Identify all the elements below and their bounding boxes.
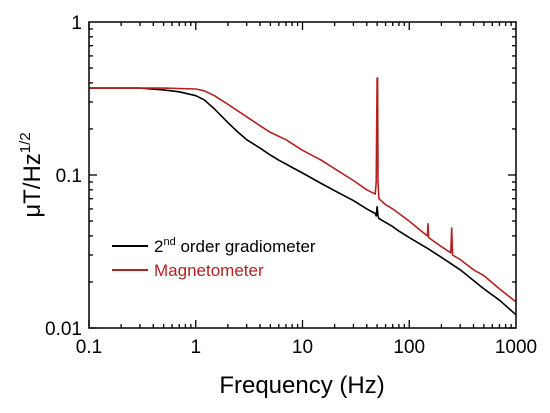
ticks-layer xyxy=(88,22,516,329)
legend-label: Magnetometer xyxy=(154,261,264,280)
y-tick-label: 0.01 xyxy=(45,319,82,340)
series-layer xyxy=(89,77,517,316)
legend-label: 2nd order gradiometer xyxy=(154,236,316,256)
x-tick-label: 100 xyxy=(393,337,425,358)
y-tick-label: 1 xyxy=(71,13,82,34)
x-tick-label: 10 xyxy=(292,337,313,358)
x-tick-label: 1000 xyxy=(495,337,537,358)
y-axis-title: μT/Hz1/2 xyxy=(17,132,46,217)
series-line-gradiometer xyxy=(89,87,517,316)
y-axis-title-exponent: 1/2 xyxy=(17,132,34,153)
x-axis-title: Frequency (Hz) xyxy=(219,372,384,399)
y-axis-title-base: μT/Hz xyxy=(19,153,46,218)
legend: 2nd order gradiometer Magnetometer xyxy=(112,236,316,280)
series-line-magnetometer xyxy=(89,77,517,303)
x-tick-label: 0.1 xyxy=(76,337,102,358)
x-tick-label: 1 xyxy=(190,337,201,358)
y-tick-label: 0.1 xyxy=(56,166,82,187)
